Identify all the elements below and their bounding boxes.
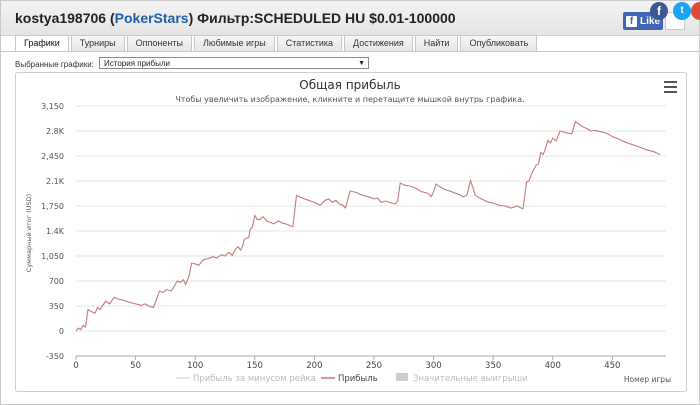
chart-title: Общая прибыль [299,78,400,92]
x-tick-label: 200 [306,361,322,371]
x-tick-label: 400 [545,361,561,371]
facebook-share-icon[interactable]: f [650,2,668,20]
like-label: Like [640,15,661,27]
y-tick-label: 1,750 [41,202,64,211]
y-tick-label: 0 [59,327,64,336]
tab-6[interactable]: Достижения [344,35,413,51]
room-close-paren: ) [188,10,194,26]
room-link[interactable]: PokerStars [114,10,189,26]
tab-divider [1,51,699,52]
y-axis: -350 0 350 700 1,050 1.4K 1,750 2.1K 2,450 2.8K 3,… [41,102,65,361]
tab-4[interactable]: Любимые игры [193,35,275,51]
series-line-1[interactable] [75,121,661,332]
y-tick-label: 700 [49,277,64,286]
y-tick-label: 1,050 [41,252,64,261]
twitter-share-icon[interactable]: t [673,2,691,20]
page-title: kostya198706 (PokerStars) Фильтр:SCHEDUL… [15,10,456,26]
legend: Прибыль за минусом рейка Прибыль Значитель… [176,373,528,384]
y-tick-label: 2.1K [46,177,65,186]
dropdown-arrow-icon: ▼ [358,60,365,67]
y-axis-label: Суммарный итог (USD) [25,194,33,272]
tab-3[interactable]: Оппоненты [126,35,192,51]
legend-swatch [396,373,408,381]
chart-select-label: Выбранные графики: [15,60,94,69]
y-tick-label: 2.8K [46,127,65,136]
hamburger-menu-icon[interactable] [664,81,677,93]
grid-lines [76,105,666,357]
x-tick-label: 250 [366,361,382,371]
x-tick-label: 150 [247,361,263,371]
room-open-paren: ( [109,10,115,26]
chart-select-value: История прибыли [104,59,170,68]
tab-7[interactable]: Найти [414,35,459,51]
tab-5[interactable]: Статистика [276,35,343,51]
chart-select[interactable]: История прибыли ▼ [99,57,369,69]
x-tick-label: 100 [187,361,203,371]
legend-item-label[interactable]: Значительные выигрыши [413,374,528,384]
facebook-icon: f [626,15,637,27]
y-tick-label: 3,150 [41,102,64,111]
filter-label: Фильтр:SCHEDULED HU $0.01-100000 [197,10,456,26]
player-name: kostya198706 [15,10,107,26]
y-tick-label: 1.4K [46,227,65,236]
x-axis-label: Номер игры [624,375,671,384]
x-tick-label: 350 [485,361,501,371]
x-tick-label: 0 [73,361,78,371]
google-share-icon[interactable] [691,2,700,20]
legend-item-label[interactable]: Прибыль [338,374,378,384]
x-tick-label: 450 [604,361,620,371]
y-tick-label: -350 [46,352,64,361]
legend-item-label[interactable]: Прибыль за минусом рейка [193,374,316,384]
y-tick-label: 2,450 [41,152,64,161]
y-tick-label: 350 [49,302,64,311]
x-tick-label: 50 [130,361,141,371]
chart-panel [15,72,687,392]
tab-bar: Графики Турниры Оппоненты Любимые игры Стати… [15,35,539,52]
chart-subtitle: Чтобы увеличить изображение, кликните и … [175,95,524,104]
series-layer [75,121,661,332]
x-tick-label: 300 [425,361,441,371]
tab-2[interactable]: Турниры [70,35,125,51]
tab-1[interactable]: Графики [15,35,69,52]
x-axis: 0 50 100 150 200 250 300 350 400 450 [73,355,666,371]
tab-8[interactable]: Опубликовать [460,35,538,51]
